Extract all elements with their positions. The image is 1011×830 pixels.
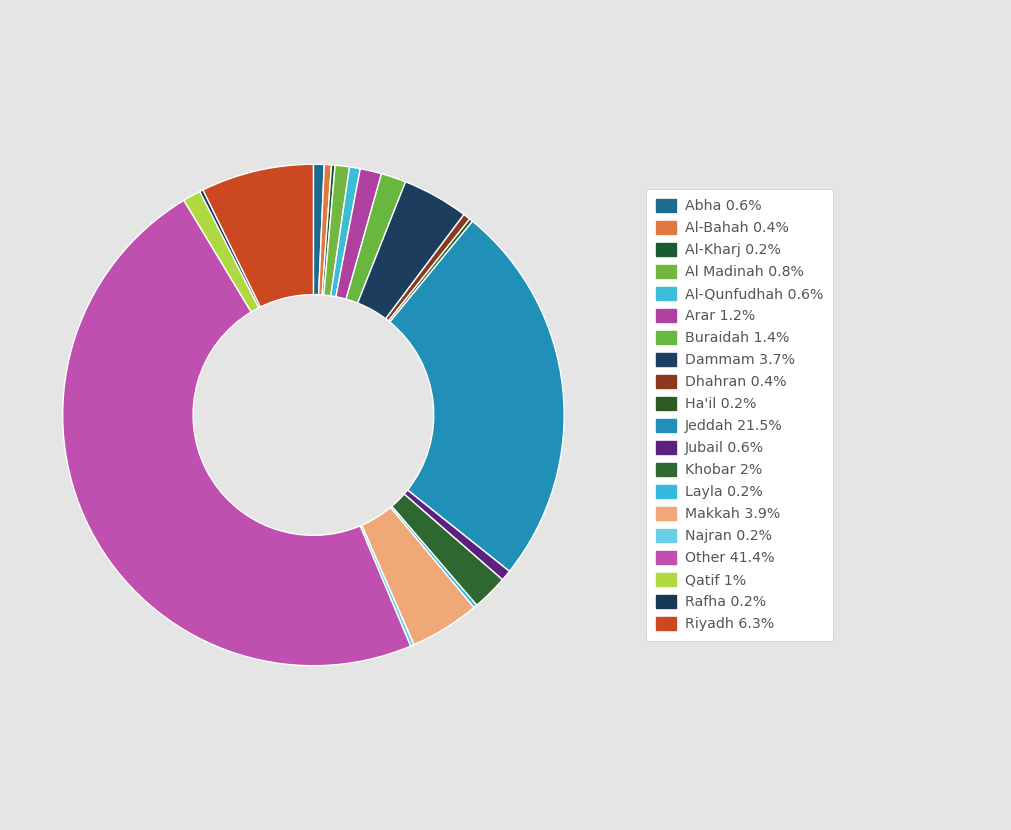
Wedge shape	[358, 182, 464, 319]
Wedge shape	[390, 506, 477, 608]
Wedge shape	[346, 173, 405, 303]
Wedge shape	[388, 219, 472, 322]
Wedge shape	[203, 164, 313, 307]
Wedge shape	[324, 165, 350, 296]
Wedge shape	[323, 165, 336, 295]
Wedge shape	[392, 494, 502, 605]
Wedge shape	[63, 200, 410, 666]
Wedge shape	[360, 525, 413, 646]
Wedge shape	[404, 490, 510, 579]
Wedge shape	[200, 190, 261, 308]
Wedge shape	[318, 164, 332, 295]
Wedge shape	[336, 168, 381, 299]
Wedge shape	[390, 222, 564, 571]
Wedge shape	[385, 214, 470, 321]
Wedge shape	[362, 507, 474, 645]
Wedge shape	[313, 164, 325, 295]
Wedge shape	[331, 167, 360, 297]
Wedge shape	[184, 192, 259, 312]
Legend: Abha 0.6%, Al-Bahah 0.4%, Al-Kharj 0.2%, Al Madinah 0.8%, Al-Qunfudhah 0.6%, Ara: Abha 0.6%, Al-Bahah 0.4%, Al-Kharj 0.2%,…	[646, 189, 833, 641]
